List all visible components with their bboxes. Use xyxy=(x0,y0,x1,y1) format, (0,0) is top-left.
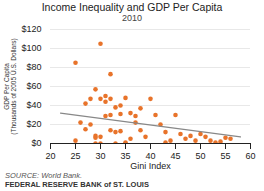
html-text:2010: 2010 xyxy=(122,13,142,23)
svg-text:35: 35 xyxy=(120,151,130,161)
svg-text:40: 40 xyxy=(145,151,155,161)
svg-text:$60: $60 xyxy=(26,81,41,91)
html-text:FEDERAL RESERVE BANK of ST. LO: FEDERAL RESERVE BANK of ST. LOUIS xyxy=(5,180,149,189)
svg-text:60: 60 xyxy=(245,151,255,161)
svg-text:GDP Per Capita(Thousands of 20: GDP Per Capita(Thousands of 2005 U.S. Do… xyxy=(3,38,18,134)
svg-text:$80: $80 xyxy=(26,62,41,72)
svg-text:$0: $0 xyxy=(31,138,41,148)
html-text:SOURCE: World Bank.: SOURCE: World Bank. xyxy=(5,171,83,180)
svg-text:55: 55 xyxy=(220,151,230,161)
svg-text:45: 45 xyxy=(170,151,180,161)
svg-text:$20: $20 xyxy=(26,119,41,129)
svg-text:$120: $120 xyxy=(21,24,41,34)
svg-text:$40: $40 xyxy=(26,100,41,110)
svg-text:Gini Index: Gini Index xyxy=(130,161,171,171)
html-text:Income Inequality and GDP Per: Income Inequality and GDP Per Capita xyxy=(41,1,223,13)
svg-text:25: 25 xyxy=(70,151,80,161)
svg-text:20: 20 xyxy=(45,151,55,161)
svg-text:30: 30 xyxy=(95,151,105,161)
svg-text:50: 50 xyxy=(195,151,205,161)
svg-text:$100: $100 xyxy=(21,43,41,53)
